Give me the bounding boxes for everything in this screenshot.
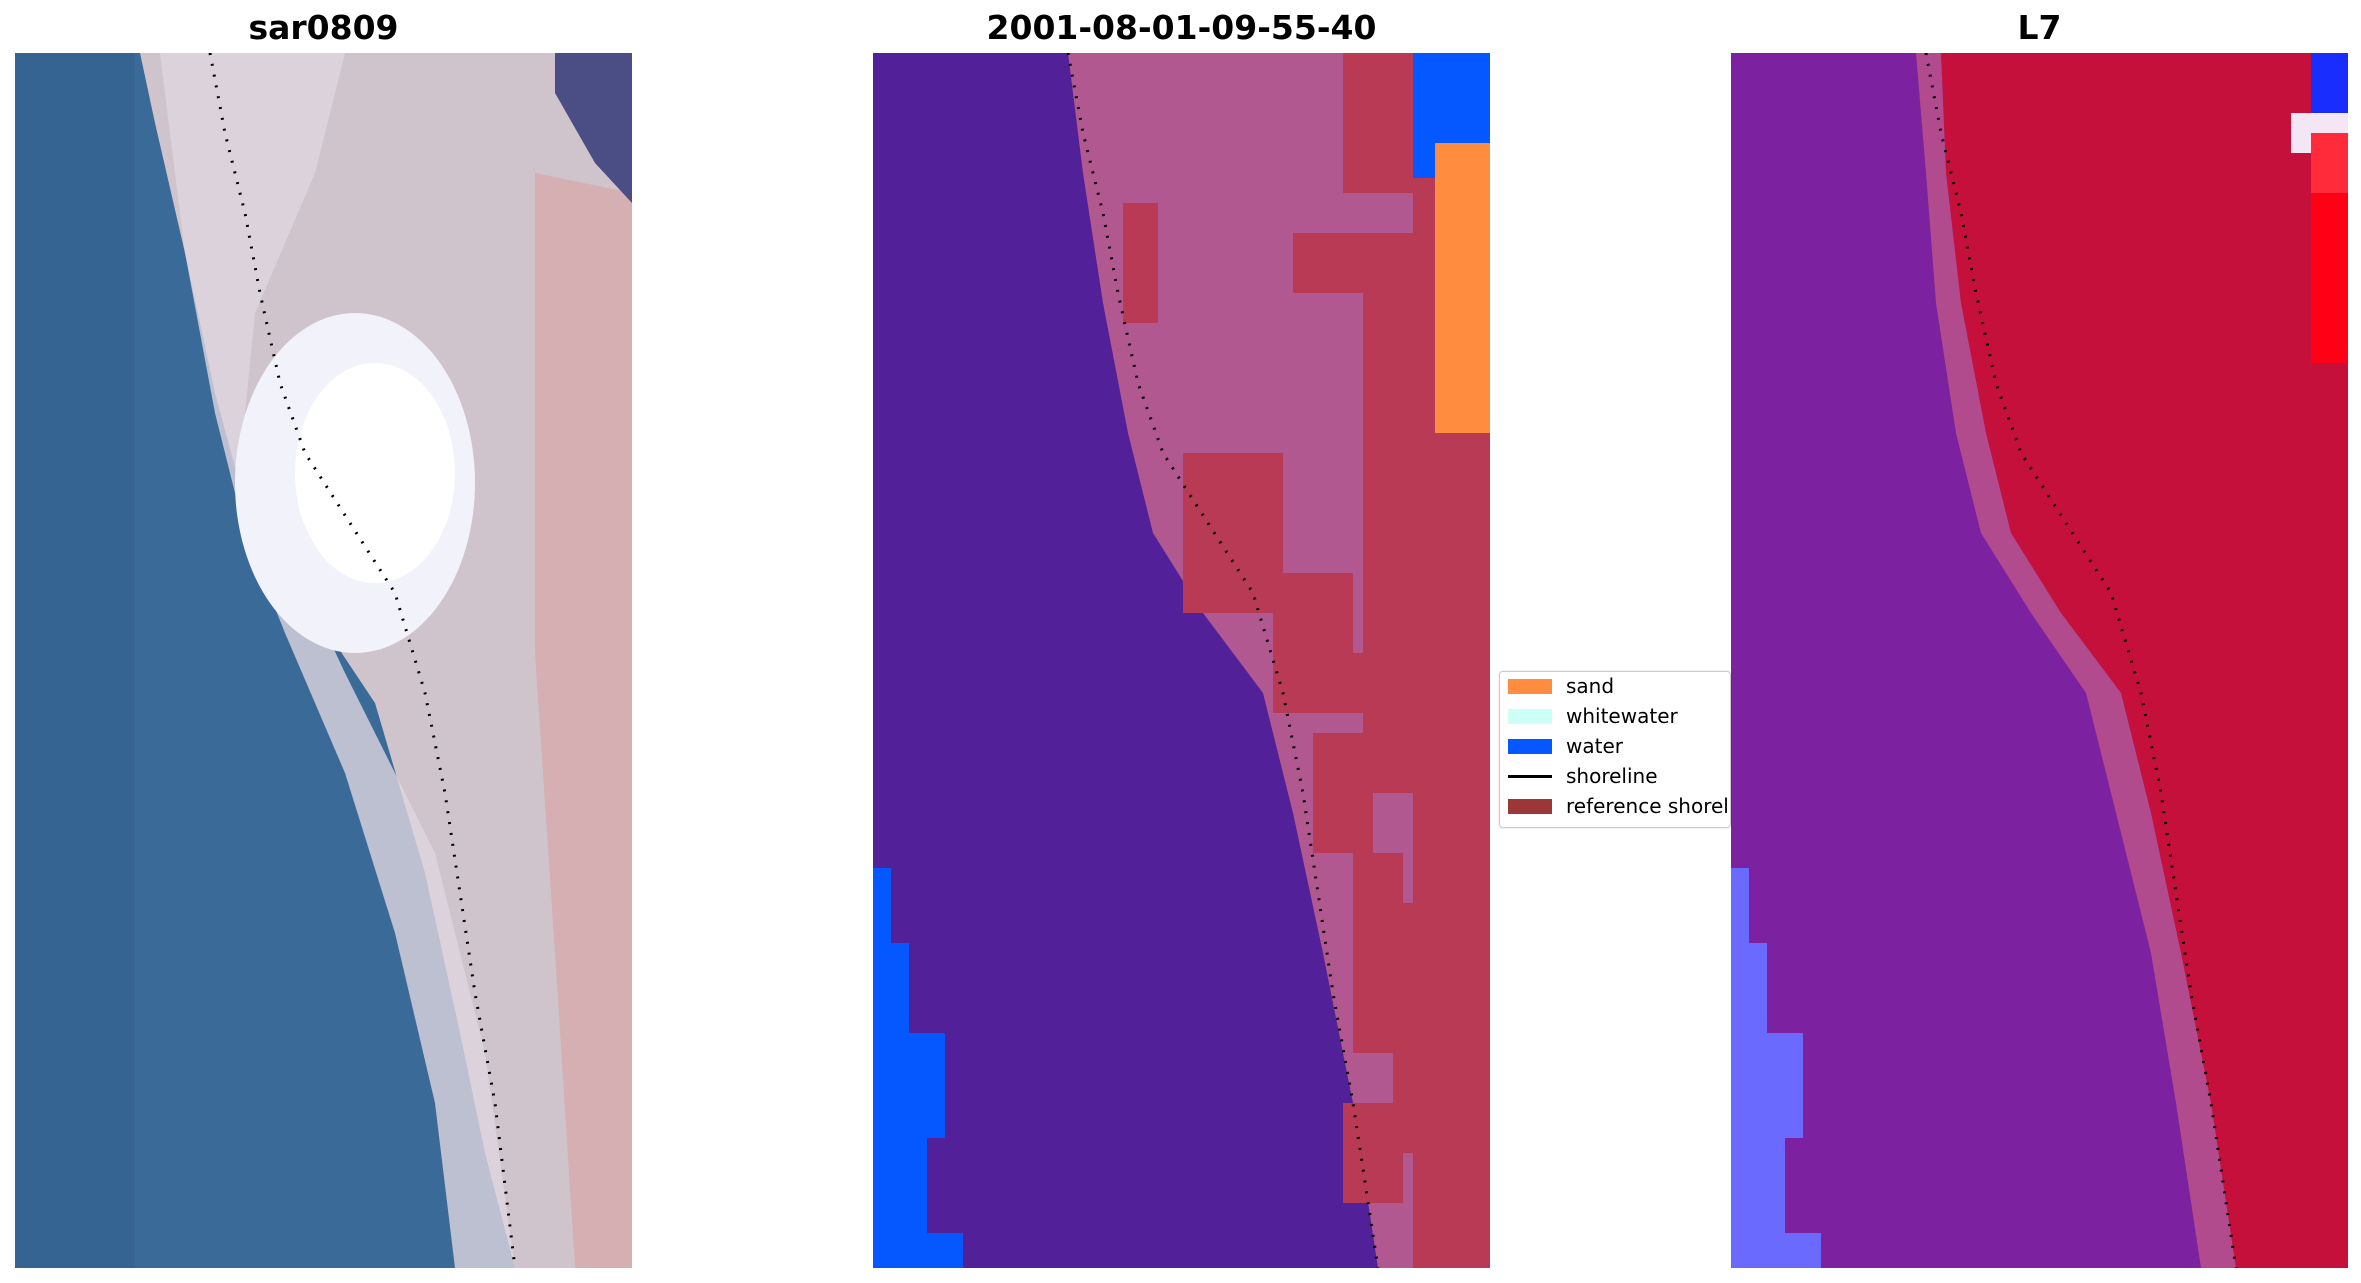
legend-swatch-sand [1508,678,1552,694]
legend-item-sand: sand [1508,674,1614,698]
legend-label-whitewater: whitewater [1566,704,1678,728]
legend-label-sand: sand [1566,674,1615,698]
legend-item-reference-shoreline: reference shoreline [1508,794,1730,818]
panel-title-rgb: sar0809 [248,8,399,47]
panel-title-l7: L7 [2017,8,2062,47]
legend-item-shoreline: shoreline [1508,764,1658,788]
rgb-image [15,53,632,1268]
legend-line-shoreline [1508,774,1552,778]
classification-image [873,53,1490,1268]
legend-swatch-water [1508,738,1552,754]
legend-item-whitewater: whitewater [1508,704,1678,728]
legend-swatch-whitewater [1508,708,1552,724]
l7-image [1731,53,2348,1268]
panel-title-classification: 2001-08-01-09-55-40 [986,8,1377,47]
legend: sand whitewater water shoreline referenc… [1499,671,1731,828]
legend-label-shoreline: shoreline [1566,764,1658,788]
classification-panel [873,53,1490,1268]
rgb-image-panel [15,53,632,1268]
legend-label-reference-shoreline: reference shoreline [1566,794,1730,818]
l7-image-panel [1731,53,2348,1268]
legend-label-water: water [1566,734,1623,758]
legend-swatch-reference-shoreline [1508,798,1552,814]
legend-item-water: water [1508,734,1623,758]
